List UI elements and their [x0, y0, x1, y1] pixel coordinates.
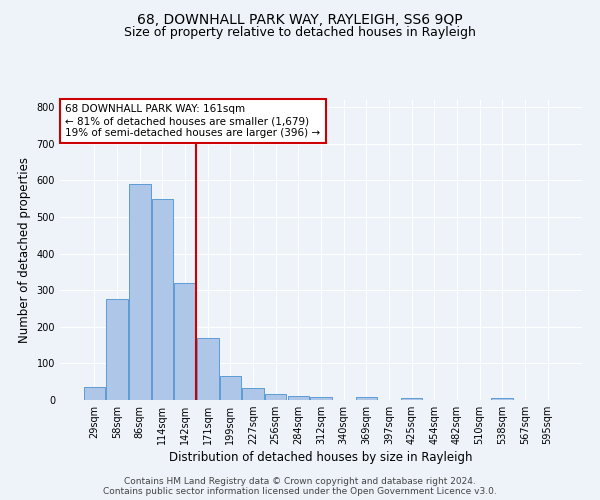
Bar — [491, 398, 513, 400]
Bar — [220, 376, 241, 400]
Bar — [197, 338, 218, 400]
Bar — [401, 398, 422, 400]
Bar — [265, 394, 286, 400]
Bar — [310, 397, 332, 400]
Y-axis label: Number of detached properties: Number of detached properties — [18, 157, 31, 343]
Bar — [356, 397, 377, 400]
Text: 68, DOWNHALL PARK WAY, RAYLEIGH, SS6 9QP: 68, DOWNHALL PARK WAY, RAYLEIGH, SS6 9QP — [137, 12, 463, 26]
Text: 68 DOWNHALL PARK WAY: 161sqm
← 81% of detached houses are smaller (1,679)
19% of: 68 DOWNHALL PARK WAY: 161sqm ← 81% of de… — [65, 104, 320, 138]
Bar — [129, 184, 151, 400]
Bar — [106, 300, 128, 400]
Text: Distribution of detached houses by size in Rayleigh: Distribution of detached houses by size … — [169, 451, 473, 464]
Text: Size of property relative to detached houses in Rayleigh: Size of property relative to detached ho… — [124, 26, 476, 39]
Text: Contains HM Land Registry data © Crown copyright and database right 2024.: Contains HM Land Registry data © Crown c… — [124, 476, 476, 486]
Bar — [175, 283, 196, 400]
Bar — [242, 388, 264, 400]
Bar — [287, 396, 309, 400]
Text: Contains public sector information licensed under the Open Government Licence v3: Contains public sector information licen… — [103, 486, 497, 496]
Bar — [84, 387, 105, 400]
Bar — [152, 199, 173, 400]
